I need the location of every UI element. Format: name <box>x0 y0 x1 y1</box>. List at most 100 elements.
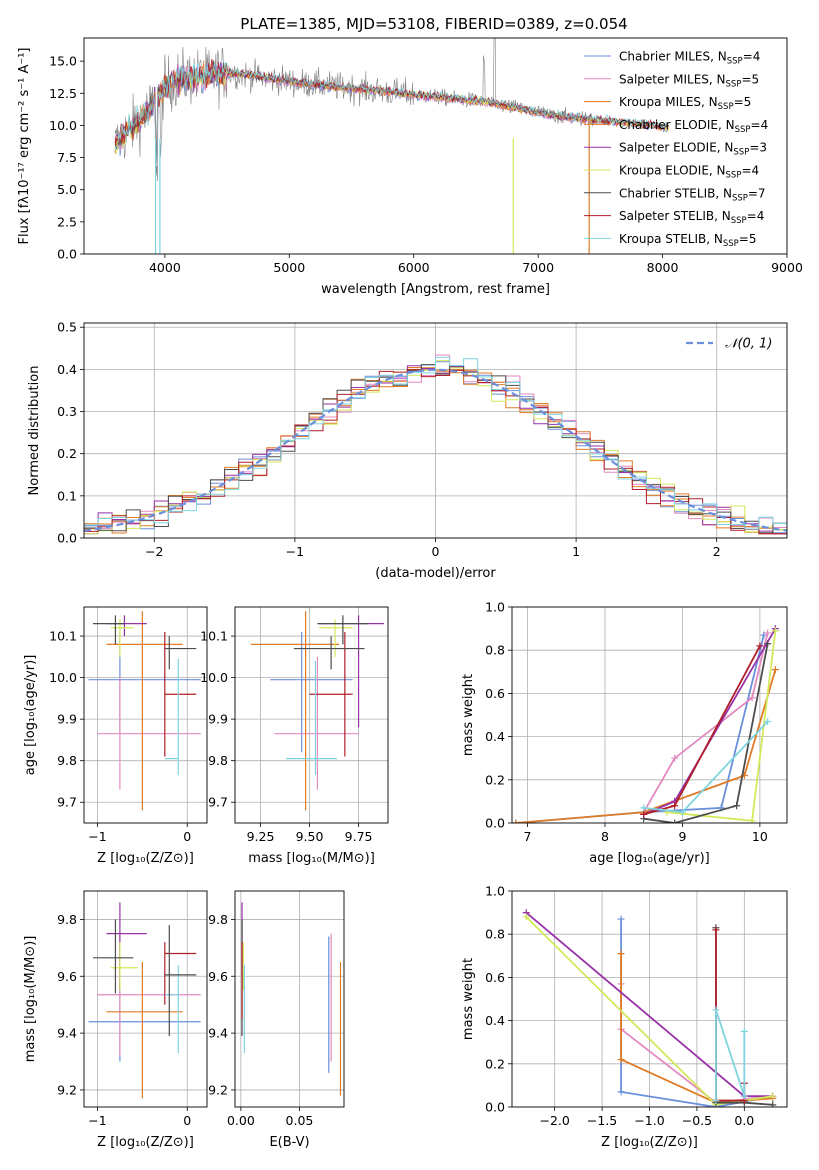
age_vs_mass-xtick-label: 9.25 <box>247 829 275 844</box>
weight_vs_age-marker <box>678 808 686 816</box>
age_vs_Z-point <box>92 615 125 645</box>
residuals-frame <box>83 322 788 539</box>
weight_vs_Z-marker <box>712 926 720 934</box>
legend-label-chabrier_stelib: Chabrier STELIB, NSSP=7 <box>619 186 766 203</box>
weight_vs_age-series-salpeter_miles <box>642 632 769 813</box>
legend-subscript: SSP <box>735 125 751 135</box>
age_vs_Z-point <box>106 611 183 811</box>
gaussian-legend-label: 𝒩(0, 1) <box>725 337 772 352</box>
age_vs_mass-point <box>319 615 385 728</box>
weight_vs_Z-xtick-label: −1.5 <box>587 1113 617 1128</box>
mass_vs_Z-point <box>88 942 201 1062</box>
legend-label-salpeter_elodie: Salpeter ELODIE, NSSP=3 <box>619 141 767 158</box>
age_vs_Z-axes: −1 0 9.7 9.8 9.9 10.0 10.1 Z [log₁₀(Z/Z⊙)] age [… <box>23 606 208 866</box>
age_vs_mass-axes: 9.25 9.50 9.75 9.7 9.8 9.9 10.0 10.1 mass [log₁₀… <box>200 606 389 866</box>
mass_vs_Z-xtick-label: 0 <box>183 1113 191 1128</box>
weight_vs_age-xtick-label: 8 <box>601 829 609 844</box>
age_vs_Z-point <box>106 615 147 637</box>
mass_vs_ebv-plot-area <box>235 891 344 1107</box>
weight_vs_Z-ylabel: mass weight <box>461 958 476 1040</box>
residual-hist-kroupa_stelib <box>84 356 787 530</box>
weight_vs_Z-frame <box>511 890 788 1108</box>
legend-subscript: SSP <box>732 193 748 203</box>
weight_vs_Z-axes: −2.0 −1.5 −1.0 −0.5 0.0 0.0 0.2 0.4 0.6 0.8 1.0 Z [… <box>461 884 788 1150</box>
gaussian-curve <box>84 368 787 532</box>
mass_vs_ebv-frame <box>234 890 345 1108</box>
legend-nssp: =4 <box>743 50 761 64</box>
weight_vs_age-marker <box>748 817 756 823</box>
spectrum-frame <box>83 37 788 255</box>
age_vs_mass-point <box>319 619 353 657</box>
legend-label-salpeter_miles: Salpeter MILES, NSSP=5 <box>619 72 759 89</box>
spectrum-model-line-salpeter_stelib <box>114 59 669 162</box>
mass_vs_Z-ytick-label: 9.2 <box>57 1082 77 1097</box>
age_vs_Z-ytick-label: 9.7 <box>57 795 77 810</box>
mass_vs_Z-xlabel: Z [log₁₀(Z/Z⊙)] <box>97 1135 194 1150</box>
weight_vs_age-series-kroupa_miles <box>515 669 777 823</box>
age_vs_Z-xtick-label: −1 <box>88 829 106 844</box>
legend-label-salpeter_stelib: Salpeter STELIB, NSSP=4 <box>619 209 764 226</box>
weight_vs_Z-ytick-label: 0.2 <box>485 1056 505 1071</box>
legend-model-name: Salpeter ELODIE, N <box>619 141 733 155</box>
age_vs_Z-point <box>164 631 197 757</box>
spectrum-xtick-label: 4000 <box>149 260 181 275</box>
figure-title: PLATE=1385, MJD=53108, FIBERID=0389, z=0… <box>240 15 627 33</box>
legend-label-kroupa_elodie: Kroupa ELODIE, NSSP=4 <box>619 164 759 181</box>
weight_vs_age-marker <box>771 627 779 635</box>
weight_vs_Z-xtick-label: 0.0 <box>734 1113 754 1128</box>
age_vs_mass-ytick-label: 10.1 <box>200 629 228 644</box>
legend-model-name: Kroupa ELODIE, N <box>619 164 726 178</box>
weight_vs_age-marker <box>748 694 756 702</box>
weight_vs_age-xtick-label: 7 <box>524 829 532 844</box>
weight_vs_age-series-chabrier_miles <box>515 634 765 823</box>
mass_vs_ebv-ytick-label: 9.4 <box>208 1026 228 1041</box>
weight_vs_Z-ytick-label: 0.8 <box>485 927 505 942</box>
legend-subscript: SSP <box>727 57 743 67</box>
legend-label-chabrier_elodie: Chabrier ELODIE, NSSP=4 <box>619 118 768 135</box>
legend-nssp: =7 <box>748 186 766 200</box>
residuals-plot-area <box>84 323 787 538</box>
age_vs_Z-plot-area <box>84 607 207 823</box>
age_vs_mass-ytick-label: 9.9 <box>208 712 228 727</box>
age_vs_Z-ytick-label: 10.0 <box>49 670 77 685</box>
legend-subscript: SSP <box>718 102 734 112</box>
spectrum-xtick-label: 6000 <box>398 260 430 275</box>
age_vs_mass-xlabel: mass [log₁₀(M/M⊙)] <box>248 851 375 866</box>
residuals-ytick-label: 0.0 <box>57 531 77 546</box>
mass_vs_Z-xtick-label: −1 <box>88 1113 106 1128</box>
weight_vs_Z-marker <box>617 950 625 958</box>
legend-subscript: SSP <box>733 148 749 158</box>
residuals-xtick-label: −1 <box>286 544 304 559</box>
age_vs_mass-point <box>250 611 339 811</box>
weight_vs_Z-marker <box>617 915 625 923</box>
legend-nssp: =3 <box>749 141 767 155</box>
legend-nssp: =5 <box>734 95 752 109</box>
weight_vs_age-ytick-label: 0.2 <box>485 772 505 787</box>
residuals-ytick-label: 0.4 <box>57 362 77 377</box>
age_vs_Z-ytick-label: 9.8 <box>57 753 77 768</box>
weight_vs_Z-marker <box>740 1027 748 1035</box>
weight_vs_Z-marker <box>522 913 530 921</box>
legend-nssp: =5 <box>739 232 757 246</box>
mass_vs_ebv-ytick-label: 9.8 <box>208 912 228 927</box>
residuals-xtick-label: 2 <box>713 544 721 559</box>
weight_vs_age-xtick-label: 10 <box>752 829 768 844</box>
age_vs_mass-point <box>293 636 365 670</box>
age_vs_mass-point <box>309 631 353 757</box>
weight_vs_Z-marker <box>712 1006 720 1014</box>
residuals-ylabel: Normed distribution <box>27 366 42 496</box>
weight_vs_age-marker <box>771 666 779 674</box>
weight_vs_age-series-salpeter_stelib <box>643 645 761 816</box>
residuals-xtick-label: −2 <box>145 544 163 559</box>
mass_vs_Z-point <box>92 919 134 994</box>
weight_vs_age-marker <box>764 629 772 637</box>
weight_vs_age-marker <box>671 754 679 762</box>
mass_vs_Z-axes: −1 0 9.2 9.4 9.6 9.8 Z [log₁₀(Z/Z⊙)] mass [log₁… <box>23 890 208 1150</box>
weight_vs_Z-marker <box>769 1092 777 1100</box>
weight_vs_age-marker <box>756 642 764 650</box>
age_vs_Z-point <box>97 677 201 790</box>
age_vs_Z-xlabel: Z [log₁₀(Z/Z⊙)] <box>97 851 194 866</box>
age_vs_Z-ytick-label: 9.9 <box>57 712 77 727</box>
mass_vs_ebv-xtick-label: 0.00 <box>227 1113 255 1128</box>
spectrum-ytick-label: 15.0 <box>49 54 77 69</box>
